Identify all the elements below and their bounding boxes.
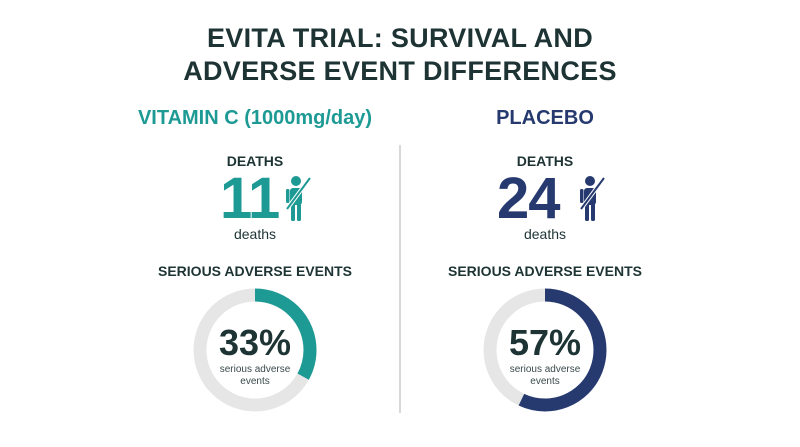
title-line-2: ADVERSE EVENT DIFFERENCES <box>183 56 617 86</box>
vitamin-c-donut-label: 33% serious adverse events <box>190 285 320 415</box>
page-title: EVITA TRIAL: SURVIVAL AND ADVERSE EVENT … <box>0 22 800 88</box>
vitamin-c-sae-percent: 33% <box>218 322 292 363</box>
vitamin-c-deaths-row: 11 <box>55 169 455 229</box>
vitamin-c-heading: VITAMIN C (1000mg/day) <box>137 107 373 129</box>
placebo-deaths-label: DEATHS <box>516 153 574 169</box>
person-crossed-icon <box>285 176 311 221</box>
vitamin-c-deaths-unit: deaths <box>233 226 277 242</box>
vitamin-c-deaths-number: 11 <box>220 166 280 231</box>
placebo-deaths-unit: deaths <box>523 226 567 242</box>
vitamin-c-donut-chart <box>193 288 317 412</box>
placebo-column: PLACEBO DEATHS 24 deaths SERIOUS ADVERSE… <box>345 105 745 435</box>
donut-progress-arc <box>193 288 317 412</box>
vitamin-c-deaths-label: DEATHS <box>226 153 284 169</box>
title-line-1: EVITA TRIAL: SURVIVAL AND <box>206 23 593 53</box>
placebo-sae-caption: serious adverse events <box>480 364 610 388</box>
placebo-donut-label: 57% serious adverse events <box>480 285 610 415</box>
placebo-heading: PLACEBO <box>496 107 594 129</box>
placebo-deaths-number: 24 <box>497 166 561 231</box>
placebo-sae-percent: 57% <box>508 322 582 363</box>
vitamin-c-sae-caption: serious adverse events <box>190 364 320 388</box>
caption-line-1: serious adverse <box>509 364 581 375</box>
donut-progress-arc <box>483 288 607 412</box>
caption-line-2: events <box>530 376 560 387</box>
column-divider <box>399 145 401 413</box>
vitamin-c-column: VITAMIN C (1000mg/day) DEATHS 11 deaths … <box>55 105 455 435</box>
vitamin-c-sae-label: SERIOUS ADVERSE EVENTS <box>158 263 352 279</box>
caption-line-2: events <box>240 376 270 387</box>
person-crossed-icon <box>579 176 605 221</box>
caption-line-1: serious adverse <box>219 364 291 375</box>
placebo-sae-label: SERIOUS ADVERSE EVENTS <box>448 263 642 279</box>
placebo-deaths-row: 24 <box>345 169 745 229</box>
placebo-donut-chart <box>483 288 607 412</box>
